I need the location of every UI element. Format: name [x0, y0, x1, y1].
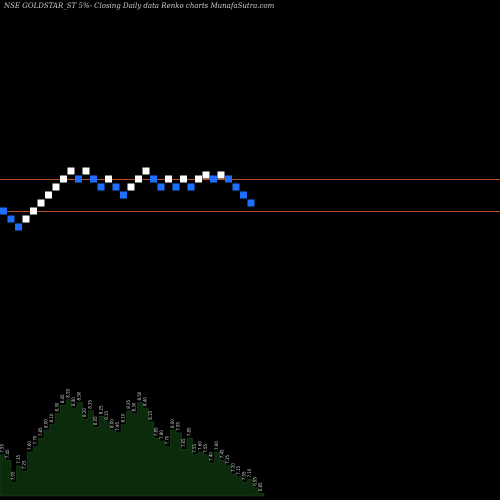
renko-brick: [157, 183, 165, 191]
volume-label: 8.00: [44, 419, 49, 428]
renko-brick: [37, 199, 45, 207]
renko-brick: [82, 167, 90, 175]
volume-label: 6.85: [258, 482, 263, 491]
renko-brick: [180, 175, 187, 183]
volume-label: 7.15: [236, 465, 241, 474]
renko-brick: [172, 183, 180, 191]
volume-label: 7.65: [181, 438, 186, 447]
renko-brick: [105, 175, 112, 183]
volume-label: 8.50: [77, 391, 82, 400]
volume-label: 7.25: [22, 460, 27, 469]
volume-label: 7.70: [165, 435, 170, 444]
chart-title: NSE GOLDSTAR_ST 5%- Closing Daily data R…: [3, 2, 275, 10]
volume-label: 7.70: [33, 435, 38, 444]
volume-label: 7.55: [203, 443, 208, 452]
volume-label: 8.30: [55, 402, 60, 411]
volume-label: 7.60: [214, 441, 219, 450]
renko-brick: [97, 183, 105, 191]
volume-label: 7.95: [115, 421, 120, 430]
volume-label: 7.35: [16, 454, 21, 463]
renko-brick: [217, 171, 225, 179]
renko-brick: [15, 223, 22, 231]
renko-brick: [247, 199, 255, 207]
renko-brick: [0, 207, 7, 215]
renko-brick: [150, 175, 157, 183]
volume-label: 7.95: [176, 421, 181, 430]
volume-label: 7.05: [242, 471, 247, 480]
volume-label: 7.60: [198, 441, 203, 450]
volume-label: 7.85: [154, 427, 159, 436]
volume-label: 7.05: [11, 471, 16, 480]
renko-brick: [7, 215, 15, 223]
volume-label: 8.20: [82, 408, 87, 417]
renko-brick: [60, 175, 67, 183]
renko-brick: [195, 175, 202, 183]
volume-label: 7.20: [231, 463, 236, 472]
volume-label: 8.30: [132, 402, 137, 411]
volume-label: 7.60: [27, 441, 32, 450]
volume-label: 8.00: [110, 419, 115, 428]
volume-label: 8.15: [148, 410, 153, 419]
volume-label: 8.25: [99, 405, 104, 414]
volume-label: 8.00: [170, 419, 175, 428]
volume-label: 8.15: [104, 410, 109, 419]
renko-brick: [165, 175, 172, 183]
renko-brick: [120, 191, 127, 199]
volume-label: 7.10: [247, 468, 252, 477]
renko-brick: [187, 183, 195, 191]
renko-brick: [112, 183, 120, 191]
volume-label: 7.40: [209, 452, 214, 461]
volume-label: 7.45: [220, 449, 225, 458]
renko-brick: [52, 183, 60, 191]
volume-label: 8.45: [60, 394, 65, 403]
renko-brick: [30, 207, 37, 215]
renko-brick: [135, 175, 142, 183]
volume-label: 8.35: [126, 399, 131, 408]
volume-label: 8.40: [71, 397, 76, 406]
renko-brick: [90, 175, 97, 183]
volume-label: 8.55: [66, 388, 71, 397]
volume-labels: 7.557.457.057.357.257.607.707.858.008.10…: [0, 388, 263, 491]
renko-brick: [22, 215, 30, 223]
renko-bricks: [0, 167, 255, 231]
volume-label: 8.10: [49, 413, 54, 422]
volume-area: [0, 399, 265, 497]
renko-brick: [210, 175, 217, 183]
renko-brick: [75, 175, 82, 183]
renko-brick: [142, 167, 150, 175]
volume-label: 7.85: [38, 427, 43, 436]
volume-label: 8.35: [88, 399, 93, 408]
renko-brick: [232, 183, 240, 191]
volume-label: 7.80: [159, 430, 164, 439]
volume-label: 8.50: [137, 391, 142, 400]
volume-label: 7.55: [0, 443, 5, 452]
renko-brick: [45, 191, 52, 199]
volume-label: 8.40: [143, 397, 148, 406]
volume-label: 8.10: [121, 413, 126, 422]
volume-label: 7.85: [187, 427, 192, 436]
volume-label: 7.45: [5, 449, 10, 458]
renko-brick: [225, 175, 232, 183]
volume-label: 6.95: [253, 476, 258, 485]
volume-label: 7.35: [225, 454, 230, 463]
volume-label: 8.05: [93, 416, 98, 425]
renko-brick: [240, 191, 247, 199]
reference-lines: [0, 179, 500, 212]
volume-area-path: [0, 399, 265, 497]
volume-label: 7.55: [192, 443, 197, 452]
renko-brick: [202, 171, 210, 179]
renko-brick: [127, 183, 135, 191]
renko-brick: [67, 167, 75, 175]
